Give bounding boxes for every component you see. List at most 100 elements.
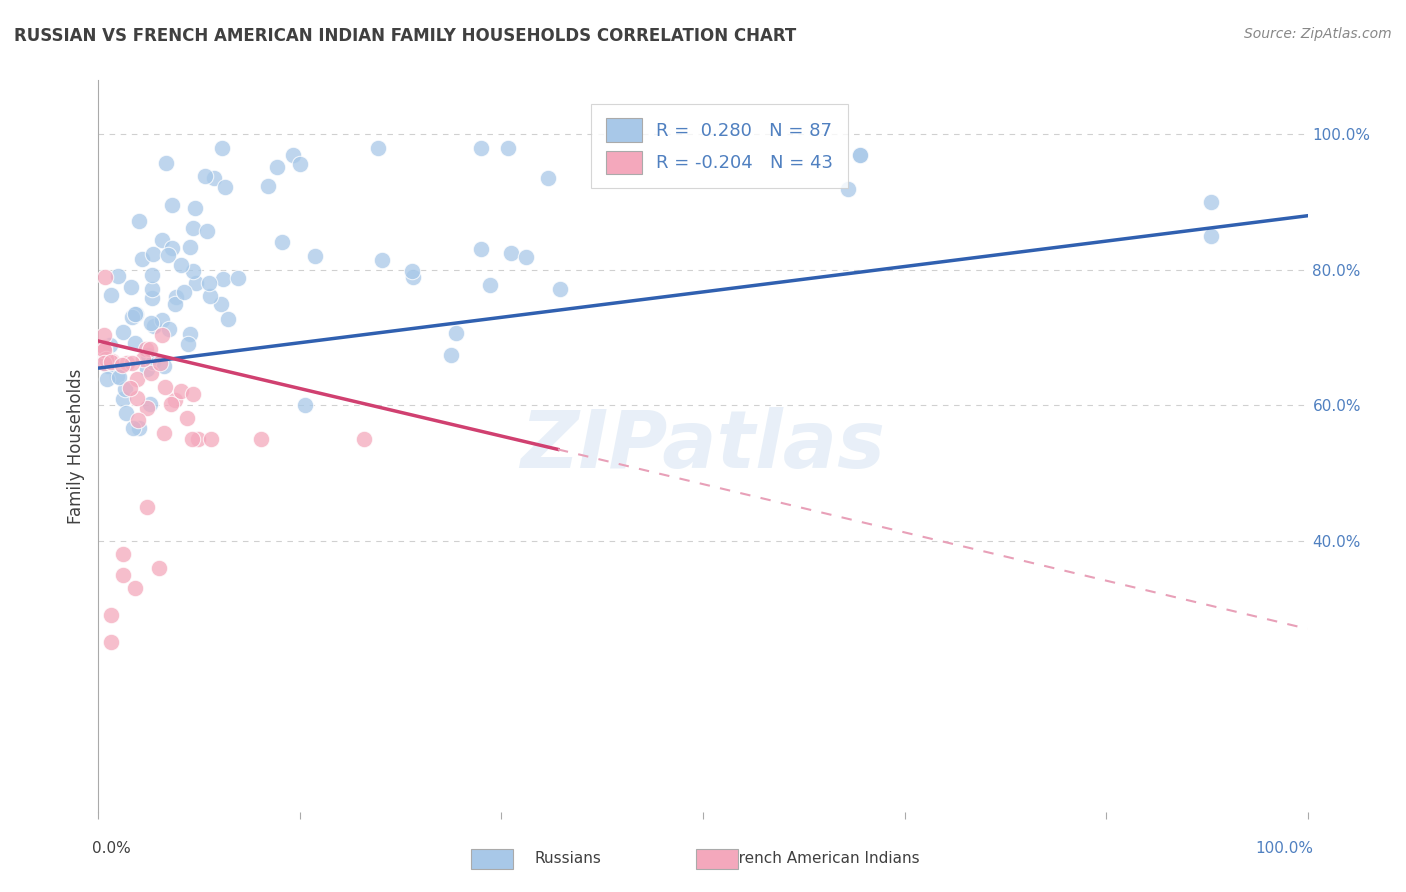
Point — [114, 382, 136, 396]
Point — [141, 366, 163, 380]
Point — [135, 361, 157, 376]
Point — [170, 384, 193, 398]
Point — [93, 343, 115, 358]
Point — [187, 432, 209, 446]
Point — [266, 160, 288, 174]
Point — [470, 141, 492, 155]
Point — [141, 291, 163, 305]
Point — [143, 319, 166, 334]
Point — [160, 241, 183, 255]
Point — [111, 567, 134, 582]
Point — [179, 240, 201, 254]
Point — [100, 288, 122, 302]
Point — [141, 268, 163, 282]
Point — [195, 224, 218, 238]
Point — [183, 387, 205, 401]
Point — [200, 432, 222, 446]
Y-axis label: Family Households: Family Households — [66, 368, 84, 524]
Point — [121, 310, 143, 325]
Point — [401, 264, 423, 278]
Point — [115, 407, 138, 421]
Point — [537, 171, 560, 186]
Point — [128, 421, 150, 435]
Point — [127, 391, 149, 405]
Point — [226, 271, 249, 285]
Point — [125, 372, 148, 386]
Point — [120, 279, 142, 293]
Point — [120, 381, 142, 395]
Legend: R =  0.280   N = 87, R = -0.204   N = 43: R = 0.280 N = 87, R = -0.204 N = 43 — [591, 104, 848, 188]
Point — [367, 141, 389, 155]
Point — [176, 411, 198, 425]
Point — [93, 356, 115, 370]
Point — [202, 171, 225, 186]
Point — [107, 268, 129, 283]
Point — [135, 401, 157, 415]
Point — [163, 393, 186, 408]
Point — [402, 270, 425, 285]
Point — [498, 141, 520, 155]
Text: RUSSIAN VS FRENCH AMERICAN INDIAN FAMILY HOUSEHOLDS CORRELATION CHART: RUSSIAN VS FRENCH AMERICAN INDIAN FAMILY… — [14, 27, 796, 45]
Text: French American Indians: French American Indians — [731, 851, 920, 865]
Point — [142, 355, 165, 369]
Point — [93, 343, 115, 357]
Point — [177, 337, 200, 351]
Point — [212, 272, 235, 286]
Point — [136, 348, 159, 362]
Point — [304, 249, 326, 263]
Point — [153, 379, 176, 393]
Point — [194, 169, 217, 184]
Point — [139, 342, 162, 356]
Point — [156, 248, 179, 262]
Point — [124, 581, 146, 595]
Point — [97, 359, 120, 374]
Point — [96, 372, 118, 386]
Point — [256, 178, 278, 193]
Point — [98, 338, 121, 352]
Point — [548, 282, 571, 296]
Point — [184, 201, 207, 215]
Point — [93, 328, 115, 343]
Point — [181, 264, 204, 278]
Point — [370, 253, 392, 268]
Point — [108, 370, 131, 384]
Point — [211, 141, 233, 155]
Point — [155, 156, 177, 170]
Point — [139, 316, 162, 330]
Point — [105, 368, 128, 383]
Point — [479, 277, 502, 292]
Point — [152, 328, 174, 343]
Point — [142, 247, 165, 261]
Point — [353, 432, 375, 446]
Point — [93, 339, 115, 353]
Point — [184, 276, 207, 290]
Point — [100, 608, 122, 623]
Point — [163, 296, 186, 310]
Point — [121, 355, 143, 369]
Point — [101, 353, 124, 368]
Point — [135, 500, 157, 514]
Point — [153, 359, 176, 373]
Point — [127, 413, 149, 427]
Point — [214, 180, 236, 194]
Point — [139, 397, 162, 411]
Point — [131, 351, 153, 366]
Point — [148, 561, 170, 575]
Point — [444, 326, 467, 340]
Point — [111, 547, 134, 561]
Point — [125, 307, 148, 321]
Point — [93, 351, 115, 366]
Point — [153, 425, 176, 440]
Point — [179, 327, 201, 342]
Text: 100.0%: 100.0% — [1256, 841, 1313, 856]
Point — [209, 297, 232, 311]
Point — [112, 392, 135, 406]
Point — [150, 313, 173, 327]
Point — [470, 242, 492, 256]
Text: Russians: Russians — [534, 851, 602, 865]
Point — [515, 250, 537, 264]
Point — [181, 432, 204, 446]
Point — [250, 432, 273, 446]
Point — [288, 157, 311, 171]
Point — [157, 322, 180, 336]
